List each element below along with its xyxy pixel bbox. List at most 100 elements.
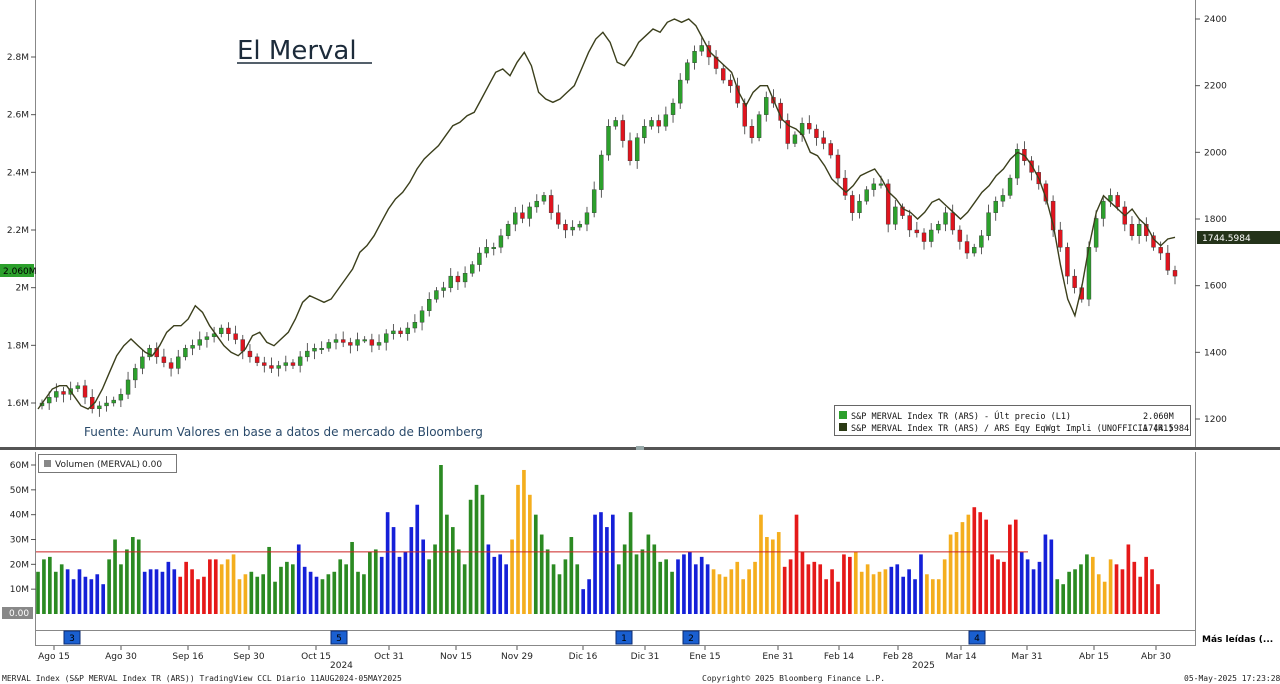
candle-body xyxy=(484,247,489,254)
volume-bar xyxy=(208,559,212,614)
candle-body xyxy=(340,339,346,343)
event-marker[interactable]: 3 xyxy=(63,630,81,645)
candle-body xyxy=(312,348,317,352)
volume-bar xyxy=(616,564,621,614)
panel-divider-handle[interactable] xyxy=(636,446,644,450)
event-marker[interactable]: 1 xyxy=(615,630,633,645)
event-marker-box[interactable] xyxy=(615,630,633,645)
volume-bar xyxy=(65,569,70,614)
volume-bar xyxy=(634,554,639,614)
volume-bar xyxy=(285,561,289,614)
volume-bar xyxy=(853,551,858,614)
volume-bar xyxy=(522,469,526,614)
volume-bar xyxy=(842,554,846,614)
volume-bar xyxy=(474,484,479,614)
event-marker[interactable]: 2 xyxy=(682,630,700,645)
candle-body xyxy=(97,405,102,409)
volume-bar xyxy=(196,579,200,614)
volume-bar xyxy=(865,564,870,614)
volume-bar xyxy=(231,554,236,614)
volume-bar xyxy=(960,522,965,614)
volume-bar xyxy=(107,559,111,614)
volume-bar xyxy=(119,564,123,614)
volume-bar xyxy=(563,559,568,614)
volume-bar xyxy=(640,549,645,614)
more-read-label[interactable]: Más leídas (... xyxy=(1202,635,1273,645)
left-value-tag-bg xyxy=(0,264,34,277)
event-marker-label[interactable]: 1 xyxy=(621,634,627,644)
volume-bar xyxy=(699,556,704,614)
candle-body xyxy=(505,224,511,236)
event-marker-label[interactable]: 2 xyxy=(688,634,694,644)
candle-body xyxy=(864,189,869,202)
footer-right: 05-May-2025 17:23:28 xyxy=(1184,674,1280,683)
right-value-tag-bg xyxy=(1197,231,1280,244)
event-marker[interactable]: 4 xyxy=(968,630,986,645)
volume-bar xyxy=(913,579,917,614)
event-marker-label[interactable]: 3 xyxy=(69,634,75,644)
x-tick-label: Feb 14 xyxy=(824,652,855,662)
volume-bar xyxy=(290,564,295,614)
candle-body xyxy=(190,345,195,349)
candle-body xyxy=(620,120,626,141)
volume-bar xyxy=(1025,559,1030,614)
volume-bar xyxy=(770,539,775,614)
volume-zero-tag-bg xyxy=(2,607,33,619)
candle-body xyxy=(979,235,984,248)
candle-body xyxy=(104,402,109,407)
event-marker-box[interactable] xyxy=(968,630,986,645)
candle-body xyxy=(893,206,898,225)
x-tick-label: Sep 16 xyxy=(172,652,204,662)
candle-body xyxy=(133,368,138,381)
candle-body xyxy=(1108,195,1113,202)
candle-body xyxy=(1000,195,1006,202)
candle-body xyxy=(434,290,439,300)
candle-body xyxy=(441,287,446,291)
volume-bar xyxy=(433,544,437,614)
volume-bar xyxy=(95,574,100,614)
event-marker-box[interactable] xyxy=(63,630,81,645)
volume-bar xyxy=(848,556,852,614)
volume-bar xyxy=(1102,581,1107,614)
candle-body xyxy=(405,327,410,334)
candle-body xyxy=(792,134,798,144)
more-read-box[interactable] xyxy=(1196,630,1280,646)
event-marker-box[interactable] xyxy=(682,630,700,645)
volume-bar xyxy=(539,534,544,614)
candle-body xyxy=(491,247,496,250)
candle-body xyxy=(419,310,425,323)
candle-body xyxy=(785,120,790,144)
candle-body xyxy=(297,356,303,366)
candle-body xyxy=(1029,160,1034,173)
candle-body xyxy=(161,356,167,363)
candle-body xyxy=(262,362,267,366)
volume-bar xyxy=(249,571,254,614)
candle-body xyxy=(634,137,640,162)
event-marker-label[interactable]: 4 xyxy=(974,634,980,644)
candle-body xyxy=(513,212,518,225)
volume-tick-label: 40M xyxy=(10,511,29,521)
candle-body xyxy=(326,342,332,349)
volume-bar xyxy=(279,566,283,614)
candle-body xyxy=(54,391,59,398)
volume-legend-value: 0.00 xyxy=(142,460,162,470)
volume-bar xyxy=(344,564,348,614)
candle-body xyxy=(1093,218,1099,248)
x-tick-label: Mar 14 xyxy=(945,652,977,662)
x-tick-label: Oct 15 xyxy=(301,652,331,662)
event-marker-label[interactable]: 5 xyxy=(336,634,342,644)
volume-bar xyxy=(1013,519,1018,614)
volume-bar xyxy=(130,537,135,614)
candle-body xyxy=(412,322,418,329)
volume-bar xyxy=(557,574,562,614)
x-tick-label: Abr 30 xyxy=(1141,652,1171,662)
volume-bar xyxy=(551,564,556,614)
candle-body xyxy=(470,264,475,274)
event-marker[interactable]: 5 xyxy=(330,630,348,645)
candle-body xyxy=(721,68,726,81)
volume-tick-label: 60M xyxy=(10,461,29,471)
volume-bar xyxy=(53,571,58,614)
volume-bar xyxy=(1031,569,1036,614)
candle-body xyxy=(936,224,941,231)
event-marker-box[interactable] xyxy=(330,630,348,645)
